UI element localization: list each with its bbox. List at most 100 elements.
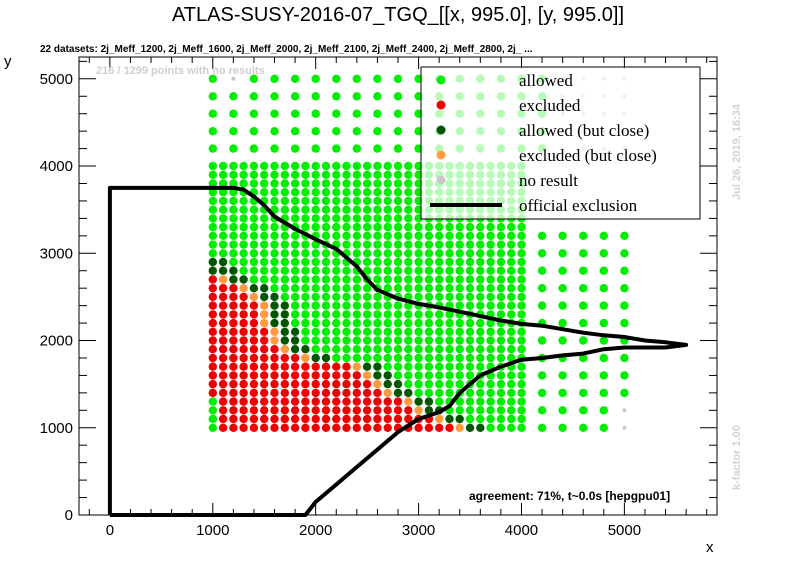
- point-allowed: [352, 284, 361, 293]
- point-allowed: [229, 205, 238, 214]
- point-allowed: [455, 240, 464, 249]
- point-allowed: [620, 266, 629, 275]
- point-allowed: [465, 345, 475, 354]
- point-allowed: [393, 318, 403, 328]
- point-allowed: [414, 388, 423, 398]
- point-excluded: [218, 397, 228, 406]
- point-allowed: [249, 92, 259, 101]
- point-allowed: [362, 318, 372, 328]
- point-allowed: [311, 188, 320, 197]
- point-allowed: [599, 266, 608, 275]
- point-allowed_close: [280, 336, 289, 345]
- point-allowed: [311, 266, 320, 275]
- point-allowed: [393, 74, 403, 84]
- point-allowed: [424, 222, 434, 232]
- point-allowed: [270, 257, 279, 267]
- point-allowed: [301, 161, 310, 171]
- point-allowed: [311, 92, 320, 101]
- point-allowed: [599, 318, 608, 328]
- point-allowed: [301, 222, 310, 232]
- point-excluded: [218, 336, 228, 345]
- point-allowed: [280, 205, 289, 214]
- point-allowed: [352, 144, 361, 153]
- point-allowed: [517, 240, 526, 249]
- point-allowed: [435, 397, 444, 406]
- point-allowed: [332, 257, 341, 267]
- point-excluded: [249, 379, 259, 389]
- point-excluded: [362, 423, 372, 432]
- point-allowed: [342, 310, 351, 319]
- point-no_result: [622, 425, 627, 430]
- point-allowed: [558, 249, 567, 258]
- point-allowed: [229, 170, 238, 179]
- point-allowed: [404, 284, 413, 293]
- point-allowed: [239, 205, 248, 214]
- point-excluded: [332, 423, 341, 432]
- point-excluded: [239, 414, 248, 424]
- point-allowed_close: [218, 266, 228, 275]
- point-allowed: [620, 249, 629, 258]
- point-allowed: [620, 353, 629, 363]
- point-allowed: [435, 362, 444, 371]
- point-allowed: [342, 292, 351, 302]
- point-allowed: [404, 214, 413, 223]
- point-allowed_close: [280, 318, 289, 328]
- point-allowed: [362, 345, 372, 354]
- point-allowed: [435, 327, 444, 336]
- point-allowed: [260, 231, 269, 240]
- point-excluded: [342, 379, 351, 389]
- point-excluded: [424, 423, 434, 432]
- point-excluded: [218, 318, 228, 328]
- point-allowed: [352, 318, 361, 328]
- point-allowed: [404, 161, 413, 171]
- point-allowed: [476, 222, 485, 232]
- point-allowed: [311, 179, 320, 188]
- point-allowed: [290, 240, 300, 249]
- point-allowed: [373, 336, 382, 345]
- point-excluded: [352, 388, 361, 398]
- point-allowed: [270, 266, 279, 275]
- point-allowed: [311, 292, 320, 302]
- point-excluded: [435, 423, 444, 432]
- point-allowed: [218, 205, 228, 214]
- point-allowed: [424, 240, 434, 249]
- point-allowed: [218, 222, 228, 232]
- y-tick-label: 4000: [40, 158, 73, 175]
- point-allowed: [249, 275, 259, 284]
- point-allowed_close: [249, 284, 259, 293]
- point-allowed: [352, 301, 361, 310]
- point-allowed: [404, 188, 413, 197]
- point-excluded: [342, 388, 351, 398]
- point-allowed: [507, 397, 516, 406]
- point-allowed_close: [218, 257, 228, 267]
- point-allowed: [352, 275, 361, 284]
- point-excluded_close: [362, 371, 372, 380]
- point-allowed: [620, 388, 629, 398]
- point-excluded: [270, 345, 279, 354]
- point-excluded: [229, 379, 238, 389]
- point-excluded: [393, 406, 403, 415]
- point-allowed: [393, 188, 403, 197]
- point-allowed: [321, 292, 331, 302]
- point-allowed: [383, 179, 392, 188]
- point-allowed: [280, 170, 289, 179]
- point-allowed: [414, 292, 423, 302]
- point-allowed: [476, 292, 485, 302]
- point-allowed: [362, 353, 372, 363]
- point-excluded: [249, 345, 259, 354]
- point-excluded: [311, 379, 320, 389]
- point-allowed: [486, 292, 495, 302]
- point-allowed: [362, 214, 372, 223]
- point-allowed: [404, 196, 413, 206]
- point-allowed: [383, 284, 392, 293]
- point-allowed: [414, 240, 423, 249]
- point-excluded: [239, 353, 248, 363]
- point-allowed: [404, 222, 413, 232]
- y-tick-label: 3000: [40, 245, 73, 262]
- point-allowed: [362, 161, 372, 171]
- point-allowed: [517, 379, 526, 389]
- point-allowed: [496, 284, 506, 293]
- point-allowed: [445, 345, 454, 354]
- point-allowed: [321, 214, 331, 223]
- point-allowed: [301, 266, 310, 275]
